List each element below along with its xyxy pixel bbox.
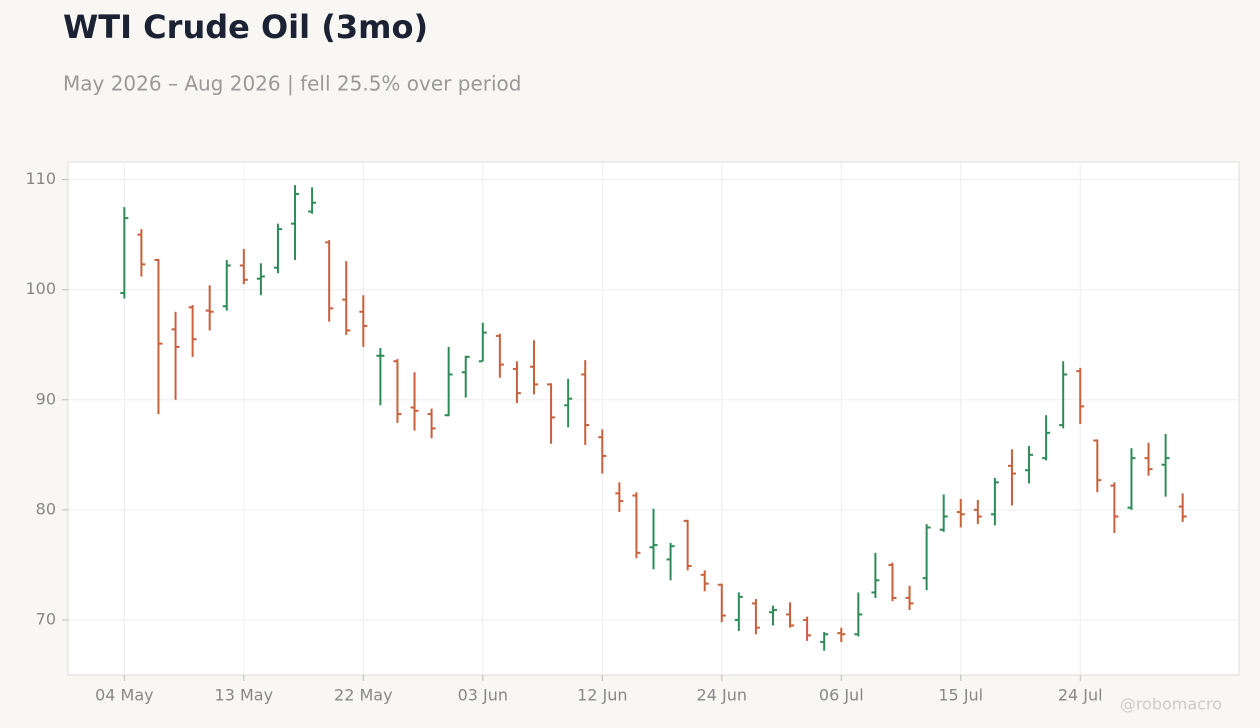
y-tick-label: 110	[25, 169, 56, 188]
x-tick-label: 15 Jul	[938, 686, 983, 705]
x-tick-label: 13 May	[215, 686, 274, 705]
chart-subtitle: May 2026 – Aug 2026 | fell 25.5% over pe…	[63, 72, 521, 96]
x-tick-label: 22 May	[334, 686, 393, 705]
y-tick-label: 80	[36, 499, 56, 518]
watermark: @robomacro	[1120, 695, 1222, 714]
y-tick-label: 100	[25, 279, 56, 298]
plot-area	[67, 161, 1240, 676]
x-tick-label: 24 Jul	[1058, 686, 1103, 705]
chart-title: WTI Crude Oil (3mo)	[63, 8, 428, 46]
x-tick-label: 04 May	[95, 686, 154, 705]
x-tick-label: 24 Jun	[697, 686, 747, 705]
x-tick-label: 06 Jul	[819, 686, 864, 705]
x-tick-label: 12 Jun	[577, 686, 627, 705]
x-tick-label: 03 Jun	[458, 686, 508, 705]
y-tick-label: 90	[36, 389, 56, 408]
y-tick-label: 70	[36, 609, 56, 628]
